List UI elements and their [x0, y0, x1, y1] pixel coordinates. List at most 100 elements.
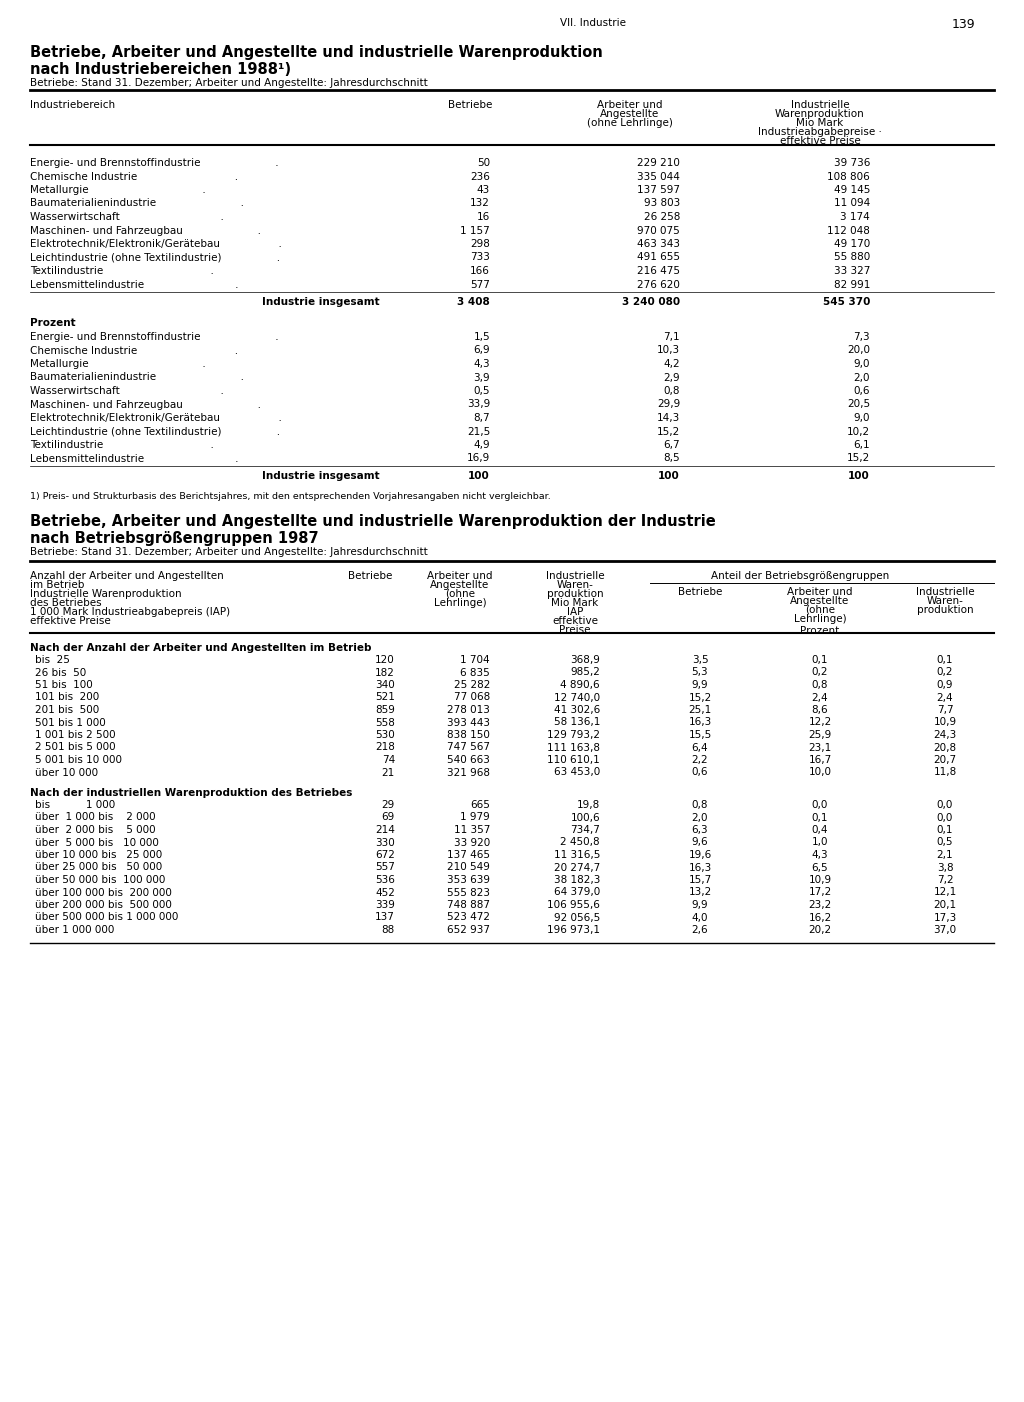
Text: 321 968: 321 968: [447, 767, 490, 778]
Text: Lehrlinge): Lehrlinge): [794, 614, 846, 624]
Text: 21: 21: [382, 767, 395, 778]
Text: 20 274,7: 20 274,7: [554, 862, 600, 872]
Text: 58 136,1: 58 136,1: [554, 718, 600, 728]
Text: Angestellte: Angestellte: [600, 109, 659, 119]
Text: 2,4: 2,4: [812, 693, 828, 702]
Text: 110 610,1: 110 610,1: [547, 756, 600, 765]
Text: produktion: produktion: [916, 606, 974, 615]
Text: 0,1: 0,1: [812, 655, 828, 665]
Text: 129 793,2: 129 793,2: [547, 730, 600, 740]
Text: 19,6: 19,6: [688, 850, 712, 859]
Text: 2 450,8: 2 450,8: [560, 837, 600, 847]
Text: 19,8: 19,8: [577, 801, 600, 810]
Text: Leichtindustrie (ohne Textilindustrie)                 .: Leichtindustrie (ohne Textilindustrie) .: [30, 252, 281, 262]
Text: Betriebe: Betriebe: [348, 571, 392, 580]
Text: 106 955,6: 106 955,6: [547, 900, 600, 910]
Text: nach Industriebereichen 1988¹): nach Industriebereichen 1988¹): [30, 62, 291, 77]
Text: Lebensmittelindustrie                            .: Lebensmittelindustrie .: [30, 279, 239, 289]
Text: 3 240 080: 3 240 080: [622, 297, 680, 307]
Text: 0,8: 0,8: [812, 680, 828, 690]
Text: 747 567: 747 567: [447, 743, 490, 753]
Text: 672: 672: [375, 850, 395, 859]
Text: 229 210: 229 210: [637, 158, 680, 168]
Text: 16,3: 16,3: [688, 718, 712, 728]
Text: 330: 330: [375, 837, 395, 847]
Text: Lehrlinge): Lehrlinge): [434, 599, 486, 608]
Text: 137 465: 137 465: [447, 850, 490, 859]
Text: 6,7: 6,7: [664, 440, 680, 450]
Text: Industrielle: Industrielle: [915, 587, 974, 597]
Text: Anteil der Betriebsgrößengruppen: Anteil der Betriebsgrößengruppen: [711, 571, 889, 580]
Text: 23,2: 23,2: [808, 900, 831, 910]
Text: 11,8: 11,8: [933, 767, 956, 778]
Text: 25,1: 25,1: [688, 705, 712, 715]
Text: Betriebe: Betriebe: [678, 587, 722, 597]
Text: über 10 000: über 10 000: [35, 767, 98, 778]
Text: des Betriebes: des Betriebes: [30, 599, 101, 608]
Text: 137: 137: [375, 913, 395, 923]
Text: Textilindustrie                                 .: Textilindustrie .: [30, 440, 214, 450]
Text: 132: 132: [470, 199, 490, 209]
Text: 11 094: 11 094: [834, 199, 870, 209]
Text: 210 549: 210 549: [447, 862, 490, 872]
Text: 0,8: 0,8: [692, 801, 709, 810]
Text: 11 357: 11 357: [454, 824, 490, 836]
Text: 41 302,6: 41 302,6: [554, 705, 600, 715]
Text: 393 443: 393 443: [447, 718, 490, 728]
Text: 491 655: 491 655: [637, 252, 680, 262]
Text: 218: 218: [375, 743, 395, 753]
Text: über 1 000 000: über 1 000 000: [35, 925, 115, 935]
Text: Metallurgie                                   .: Metallurgie .: [30, 359, 206, 369]
Text: Mio Mark: Mio Mark: [797, 118, 844, 128]
Text: 11 316,5: 11 316,5: [554, 850, 600, 859]
Text: 558: 558: [375, 718, 395, 728]
Text: 557: 557: [375, 862, 395, 872]
Text: 278 013: 278 013: [447, 705, 490, 715]
Text: 8,6: 8,6: [812, 705, 828, 715]
Text: 7,7: 7,7: [937, 705, 953, 715]
Text: 111 163,8: 111 163,8: [547, 743, 600, 753]
Text: 3 174: 3 174: [841, 212, 870, 222]
Text: 368,9: 368,9: [570, 655, 600, 665]
Text: Elektrotechnik/Elektronik/Gerätebau                  .: Elektrotechnik/Elektronik/Gerätebau .: [30, 238, 282, 250]
Text: 276 620: 276 620: [637, 279, 680, 289]
Text: 5,3: 5,3: [691, 667, 709, 677]
Text: Leichtindustrie (ohne Textilindustrie)                 .: Leichtindustrie (ohne Textilindustrie) .: [30, 426, 281, 436]
Text: 74: 74: [382, 756, 395, 765]
Text: 10,9: 10,9: [934, 718, 956, 728]
Text: 452: 452: [375, 887, 395, 897]
Text: über  2 000 bis    5 000: über 2 000 bis 5 000: [35, 824, 156, 836]
Text: 6,1: 6,1: [853, 440, 870, 450]
Text: Betriebe, Arbeiter und Angestellte und industrielle Warenproduktion: Betriebe, Arbeiter und Angestellte und i…: [30, 45, 603, 60]
Text: 88: 88: [382, 925, 395, 935]
Text: 100: 100: [848, 471, 870, 481]
Text: 12,1: 12,1: [933, 887, 956, 897]
Text: 112 048: 112 048: [827, 226, 870, 236]
Text: über 500 000 bis 1 000 000: über 500 000 bis 1 000 000: [35, 913, 178, 923]
Text: effektive: effektive: [552, 615, 598, 627]
Text: 2,1: 2,1: [937, 850, 953, 859]
Text: 1,5: 1,5: [473, 332, 490, 342]
Text: 182: 182: [375, 667, 395, 677]
Text: über 50 000 bis  100 000: über 50 000 bis 100 000: [35, 875, 165, 885]
Text: Arbeiter und: Arbeiter und: [787, 587, 853, 597]
Text: 49 170: 49 170: [834, 238, 870, 250]
Text: über 25 000 bis   50 000: über 25 000 bis 50 000: [35, 862, 162, 872]
Text: 2,6: 2,6: [691, 925, 709, 935]
Text: 137 597: 137 597: [637, 185, 680, 195]
Text: 3 408: 3 408: [458, 297, 490, 307]
Text: 166: 166: [470, 266, 490, 276]
Text: 10,0: 10,0: [809, 767, 831, 778]
Text: 120: 120: [375, 655, 395, 665]
Text: 15,2: 15,2: [688, 693, 712, 702]
Text: 0,2: 0,2: [812, 667, 828, 677]
Text: 652 937: 652 937: [447, 925, 490, 935]
Text: 16,2: 16,2: [808, 913, 831, 923]
Text: 82 991: 82 991: [834, 279, 870, 289]
Text: 29,9: 29,9: [656, 400, 680, 409]
Text: 0,1: 0,1: [937, 655, 953, 665]
Text: 9,9: 9,9: [691, 900, 709, 910]
Text: 26 258: 26 258: [644, 212, 680, 222]
Text: 0,8: 0,8: [664, 386, 680, 395]
Text: produktion: produktion: [547, 589, 603, 599]
